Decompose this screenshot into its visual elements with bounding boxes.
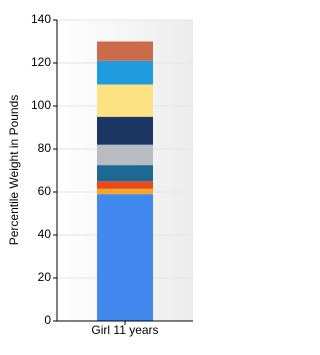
y-axis-label: Percentile Weight in Pounds [7,95,21,246]
chart: Percentile Weight in Pounds 0 20 40 60 80 100… [7,12,193,337]
bar-segment [97,144,153,166]
bar-segment [97,181,153,189]
bar-segment [97,41,153,61]
y-tick-label: 20 [38,270,52,284]
y-tick-label: 120 [31,55,51,69]
bar-segment [97,165,153,182]
y-tick-label: 60 [38,184,52,198]
bar-segment [97,60,153,85]
y-tick-label: 140 [31,12,51,26]
y-tick-label: 80 [38,141,52,155]
y-tick-label: 0 [44,313,51,327]
x-tick-label: Girl 11 years [91,323,158,337]
bar-segment [97,194,153,321]
y-tick-label: 100 [31,98,51,112]
bar-segment [97,116,153,145]
y-tick-label: 40 [38,227,52,241]
bar-segment [97,188,153,195]
bar-segment [97,84,153,117]
